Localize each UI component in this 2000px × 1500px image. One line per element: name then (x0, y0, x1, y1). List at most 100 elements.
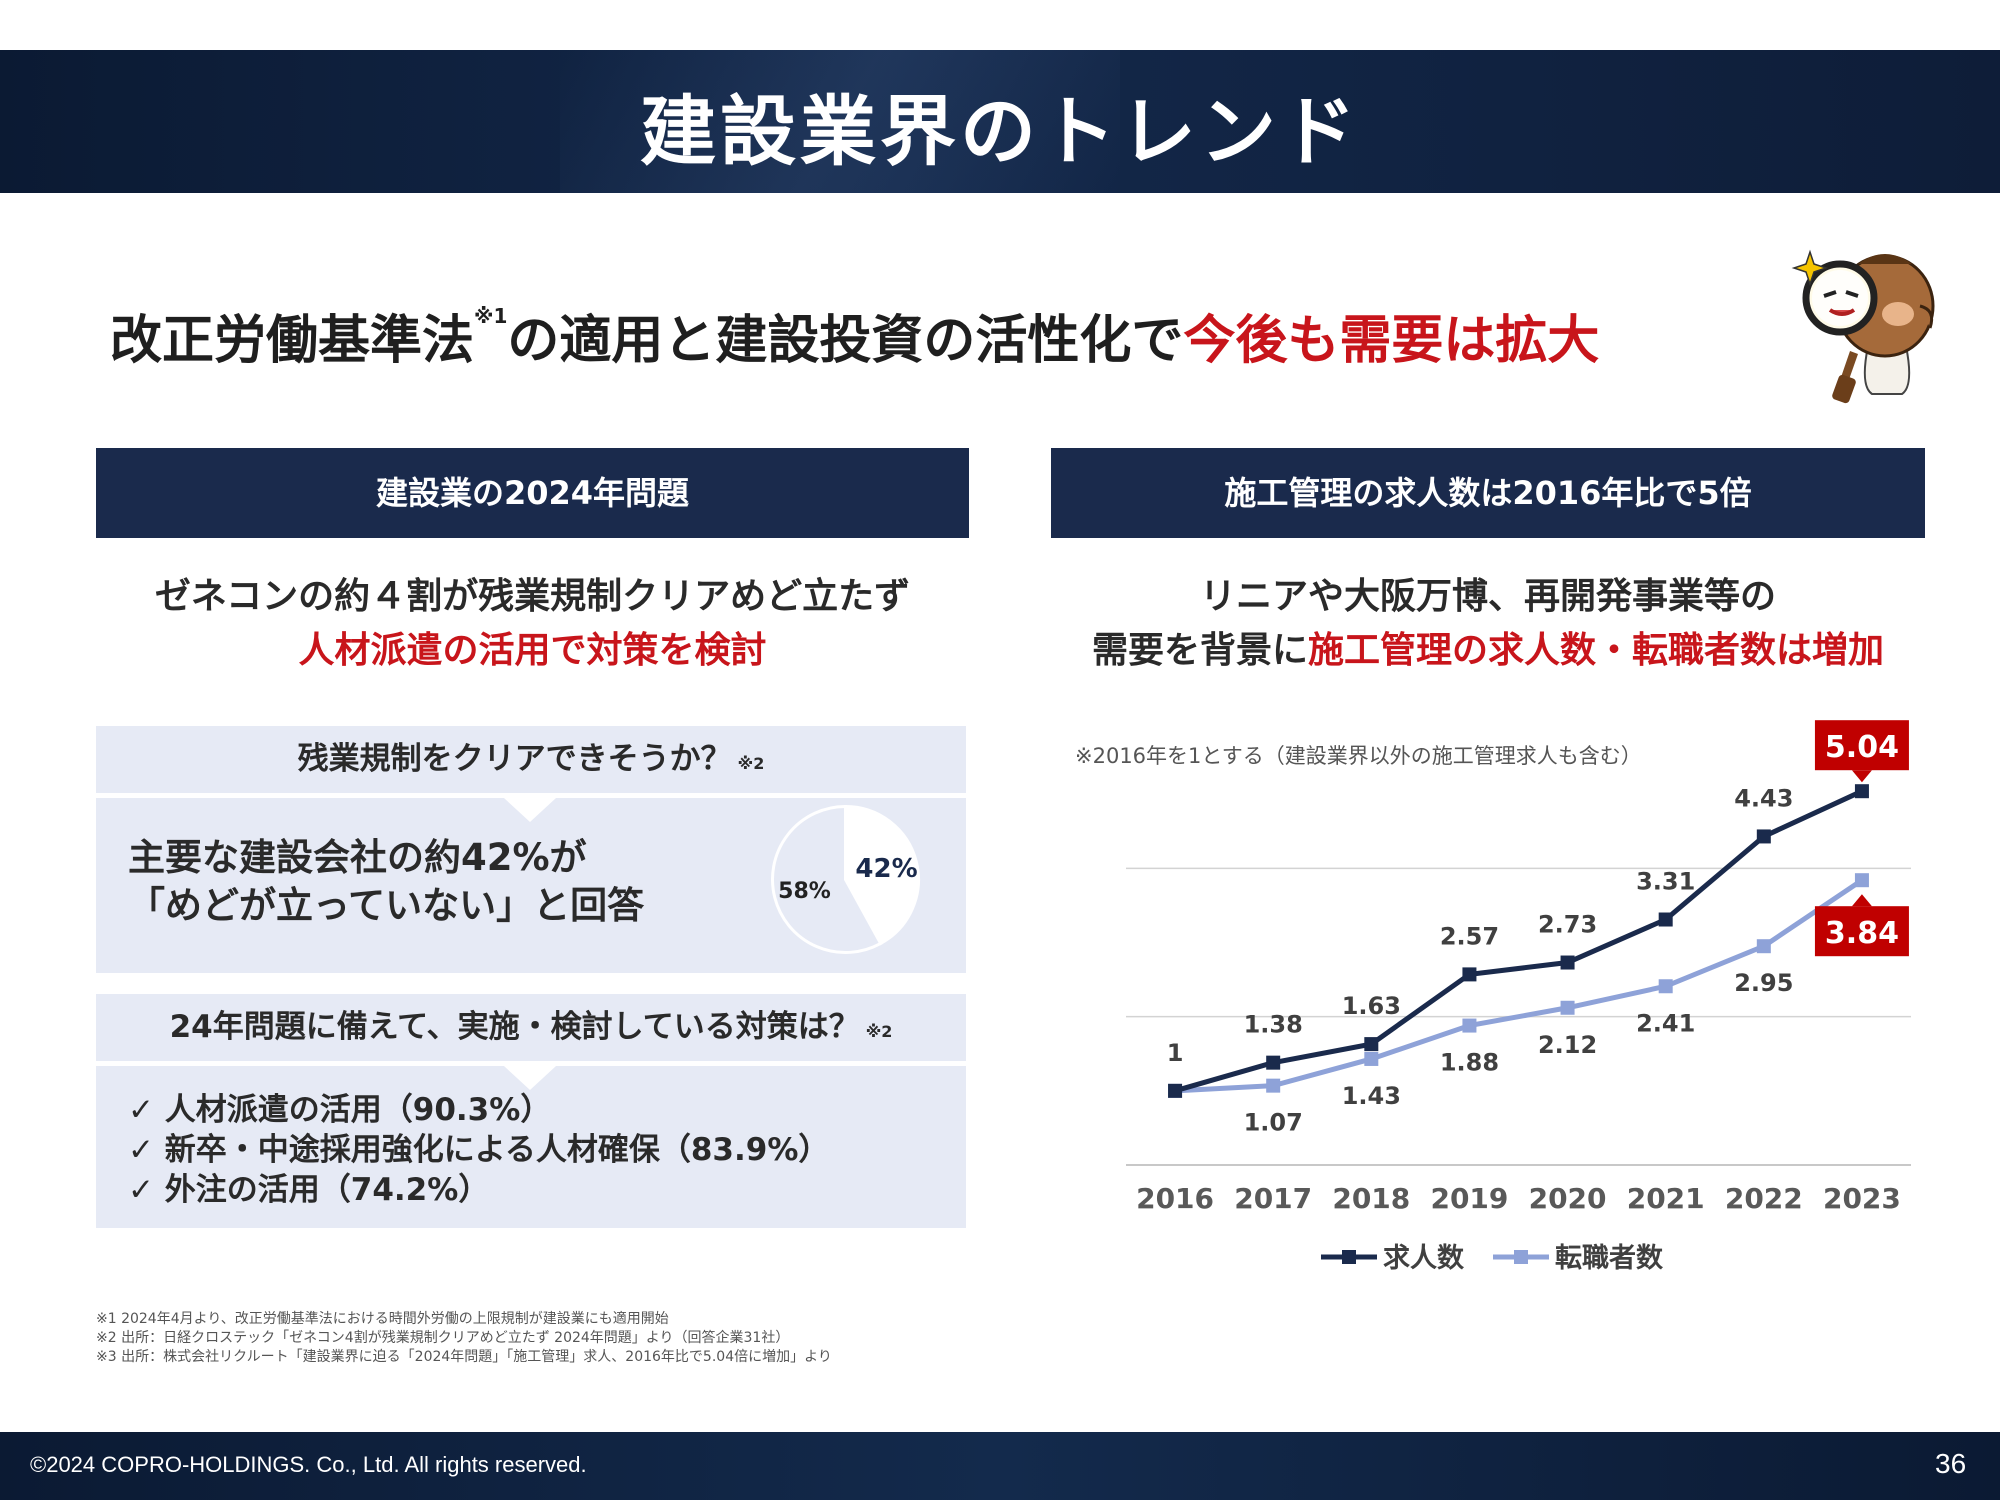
question1-note: ※2 (737, 754, 765, 773)
footnote: ※3 出所：株式会社リクルート「建設業界に迫る「2024年問題」「施工管理」求人… (96, 1349, 832, 1365)
footnote: ※2 出所：日経クロステック「ゼネコン4割が残業規制クリアめど立たず 2024年… (96, 1330, 790, 1346)
highlight-label: 5.04 (1814, 720, 1909, 783)
data-label: 1.88 (1440, 1049, 1499, 1077)
x-tick-label: 2021 (1627, 1182, 1705, 1215)
data-label: 1.38 (1244, 1011, 1303, 1039)
measures-list: ✓ 人材派遣の活用（90.3%） ✓ 新卒・中途採用強化による人材確保（83.9… (128, 1090, 829, 1210)
data-label: 1.63 (1342, 992, 1401, 1020)
data-label: 4.43 (1734, 784, 1793, 812)
measure-item: ✓ 人材派遣の活用（90.3%） (128, 1092, 552, 1128)
answer-line2: 「めどが立っていない」と回答 (128, 884, 645, 927)
data-label: 1.43 (1342, 1082, 1401, 1110)
highlight-box (1814, 720, 1909, 771)
copyright: ©2024 COPRO-HOLDINGS. Co., Ltd. All righ… (30, 1452, 587, 1477)
answer-line1: 主要な建設会社の約42%が (128, 836, 587, 879)
legend-marker (1342, 1250, 1356, 1264)
x-tick-label: 2019 (1430, 1182, 1508, 1215)
left-panel-title: 建設業の2024年問題 (96, 448, 969, 538)
left-sub-line1: ゼネコンの約４割が残業規制クリアめど立たず (154, 576, 911, 617)
headline-part1: 改正労働基準法 (110, 311, 475, 371)
question2-label: 24年問題に備えて、実施・検討している対策は？ (169, 1009, 860, 1045)
pie-label: 42% (855, 854, 917, 884)
data-label: 1 (1167, 1039, 1184, 1067)
right-sub-line2-b: 施工管理の求人数・転職者数は増加 (1308, 630, 1885, 671)
highlight-value: 3.84 (1825, 916, 1899, 951)
question2-box: 24年問題に備えて、実施・検討している対策は？ ※2 (96, 994, 966, 1061)
data-label: 1.07 (1244, 1109, 1303, 1137)
data-point (1462, 1018, 1477, 1033)
header-banner (0, 50, 2000, 193)
series-line (1174, 878, 1864, 1094)
headline-part2: の適用と建設投資の活性化で (507, 311, 1184, 371)
data-label: 2.73 (1538, 911, 1597, 939)
measure-item: ✓ 外注の活用（74.2%） (128, 1172, 490, 1208)
right-sub-line2: 需要を背景に施工管理の求人数・転職者数は増加 (1051, 624, 1925, 678)
callout-notch (504, 1066, 556, 1090)
line-chart: 2016 2017 2018 2019 2020 2021 2022 2023 1 1.38 1.6… (1126, 720, 1911, 1274)
legend-marker (1514, 1250, 1528, 1264)
data-point (1756, 829, 1771, 844)
question1-text: 残業規制をクリアできそうか？ ※2 (96, 726, 966, 797)
right-sub-line2-a: 需要を背景に (1091, 630, 1308, 671)
headline-note: ※1 (474, 304, 508, 328)
mascot-magnifier-illustration (1791, 249, 1935, 404)
question2-text: 24年問題に備えて、実施・検討している対策は？ ※2 (96, 994, 966, 1065)
data-point (1168, 1083, 1183, 1098)
x-tick-label: 2018 (1332, 1182, 1410, 1215)
data-label: 2.95 (1734, 969, 1793, 997)
data-point (1364, 1051, 1379, 1066)
data-point (1364, 1037, 1379, 1052)
pie-slice (771, 804, 883, 954)
callout-notch (504, 798, 556, 822)
footer-bar (0, 1432, 2000, 1500)
x-tick-label: 2017 (1234, 1182, 1312, 1215)
data-point (1266, 1078, 1281, 1093)
right-sub-line1: リニアや大阪万博、再開発事業等の (1199, 576, 1776, 617)
data-point (1854, 873, 1869, 888)
data-point (1756, 939, 1771, 954)
pie-chart: 42% 58% (771, 804, 920, 954)
right-panel-title: 施工管理の求人数は2016年比で5倍 (1051, 448, 1925, 538)
highlight-pointer (1851, 894, 1872, 907)
question1-label: 残業規制をクリアできそうか？ (297, 741, 732, 777)
highlight-box (1814, 906, 1909, 957)
highlight-label: 3.84 (1814, 894, 1909, 957)
data-point (1658, 979, 1673, 994)
x-tick-label: 2022 (1725, 1182, 1803, 1215)
data-label: 2.57 (1440, 922, 1499, 950)
data-label: 3.31 (1636, 868, 1695, 896)
left-sub-line2: 人材派遣の活用で対策を検討 (298, 630, 767, 671)
data-point (1266, 1055, 1281, 1070)
measure-item: ✓ 新卒・中途採用強化による人材確保（83.9%） (128, 1132, 830, 1168)
pie-label: 58% (778, 879, 831, 904)
pie-slice (844, 804, 920, 946)
data-point (1560, 955, 1575, 970)
headline-highlight: 今後も需要は拡大 (1183, 311, 1600, 371)
page-number: 36 (1935, 1448, 1967, 1479)
slide-title: 建設業界のトレンド (640, 87, 1360, 176)
data-label: 2.12 (1538, 1031, 1597, 1059)
data-label: 2.41 (1636, 1009, 1695, 1037)
data-point (1560, 1000, 1575, 1015)
legend-label: 求人数 (1383, 1243, 1465, 1274)
data-point (1462, 967, 1477, 982)
measures-box (96, 1066, 966, 1228)
footnote: ※1 2024年4月より、改正労働基準法における時間外労働の上限規制が建設業にも… (96, 1311, 669, 1327)
question2-note: ※2 (865, 1022, 893, 1041)
headline: 改正労働基準法※1の適用と建設投資の活性化で今後も需要は拡大 (110, 298, 1810, 373)
x-tick-label: 2023 (1823, 1182, 1901, 1215)
series-line (1174, 788, 1863, 1094)
right-panel-subtitle: リニアや大阪万博、再開発事業等の 需要を背景に施工管理の求人数・転職者数は増加 (1051, 570, 1925, 678)
x-tick-label: 2020 (1529, 1182, 1607, 1215)
left-panel-subtitle: ゼネコンの約４割が残業規制クリアめど立たず 人材派遣の活用で対策を検討 (96, 570, 969, 678)
data-point (1658, 912, 1673, 927)
highlight-value: 5.04 (1825, 730, 1899, 765)
chart-note: ※2016年を1とする（建設業界以外の施工管理求人も含む） (1075, 744, 1642, 768)
question1-box: 残業規制をクリアできそうか？ ※2 (96, 726, 966, 793)
answer1-text: 主要な建設会社の約42%が 「めどが立っていない」と回答 (128, 834, 644, 930)
data-point (1854, 784, 1869, 799)
x-tick-label: 2016 (1136, 1182, 1214, 1215)
highlight-pointer (1851, 770, 1872, 783)
legend-label: 転職者数 (1555, 1243, 1664, 1274)
footnotes: ※1 2024年4月より、改正労働基準法における時間外労働の上限規制が建設業にも… (96, 1310, 832, 1367)
